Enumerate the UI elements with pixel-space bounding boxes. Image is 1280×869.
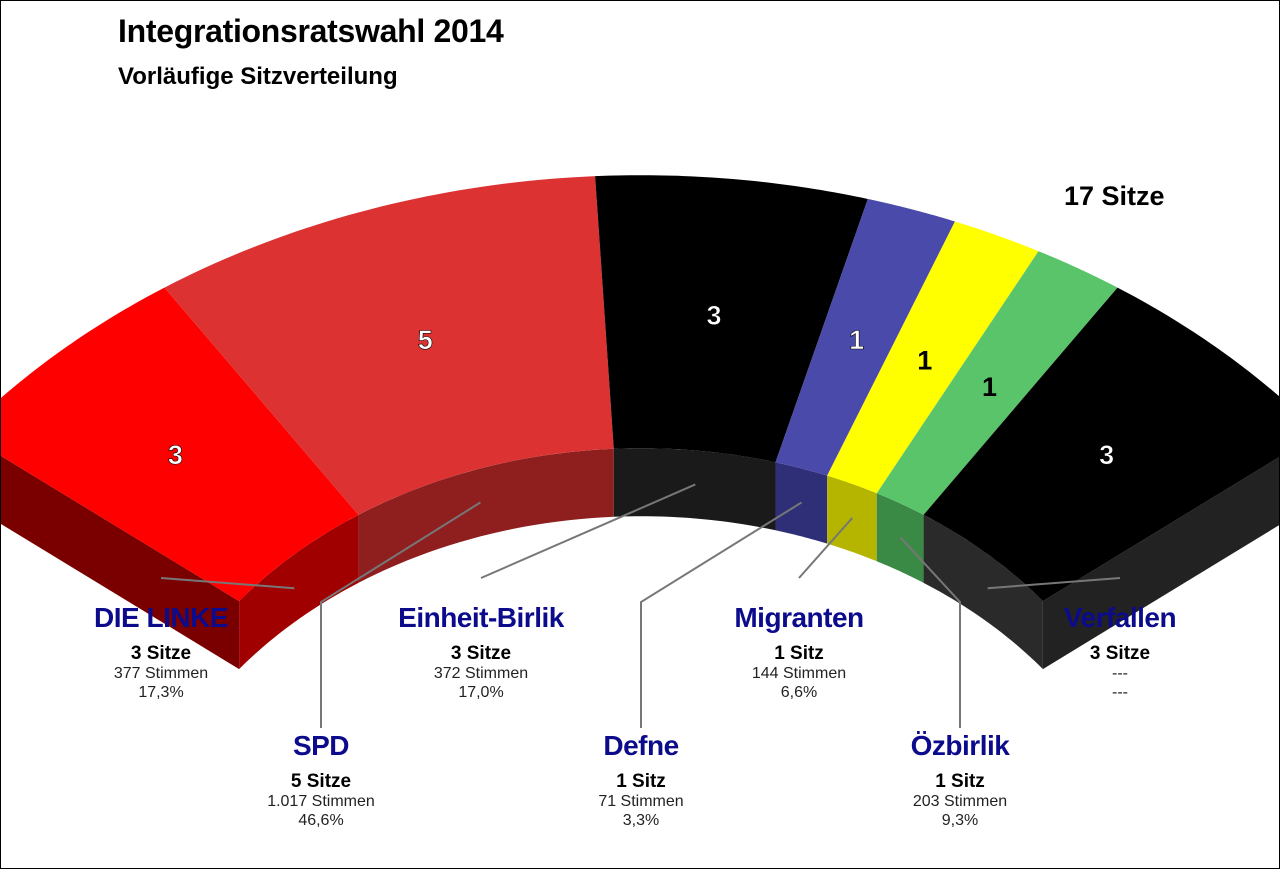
legend-label-einheit-birlik: Einheit-Birlik 3 Sitze 372 Stimmen 17,0%	[361, 604, 601, 701]
slice-die-linke	[1, 287, 359, 602]
slice-side-verfallen	[923, 514, 1043, 670]
party-name: Verfallen	[1063, 602, 1177, 633]
legend-label-verfallen: Verfallen 3 Sitze --- ---	[1000, 604, 1240, 701]
party-votes: ---	[1112, 665, 1128, 682]
party-name: Migranten	[734, 602, 864, 633]
arc-end-face-right	[1042, 457, 1279, 670]
legend-label-die-linke: DIE LINKE 3 Sitze 377 Stimmen 17,3%	[41, 604, 281, 701]
party-percent: 6,6%	[780, 684, 818, 701]
party-percent: 17,0%	[458, 684, 504, 701]
chart-subtitle: Vorläufige Sitzverteilung	[118, 63, 398, 90]
party-name: Defne	[603, 730, 679, 761]
party-name: Özbirlik	[910, 730, 1010, 761]
leader-line-migranten	[798, 517, 854, 579]
party-seats: 3 Sitze	[130, 643, 192, 664]
party-votes: 71 Stimmen	[598, 793, 684, 810]
party-percent: 9,3%	[941, 812, 979, 829]
seat-count-label: 1	[982, 372, 997, 402]
legend-label-defne: Defne 1 Sitz 71 Stimmen 3,3%	[521, 732, 761, 829]
party-seats: 3 Sitze	[450, 643, 512, 664]
slice-einheit-birlik	[595, 175, 868, 463]
leader-line-die-linke	[160, 577, 295, 590]
slice-verfallen	[923, 287, 1279, 602]
slice-migranten	[827, 221, 1039, 494]
legend-label-spd: SPD 5 Sitze 1.017 Stimmen 46,6%	[201, 732, 441, 829]
leader-line-einheit-birlik	[480, 483, 696, 579]
party-seats: 3 Sitze	[1089, 643, 1151, 664]
legend-label-migranten: Migranten 1 Sitz 144 Stimmen 6,6%	[679, 604, 919, 701]
legend-label-ozbirlik: Özbirlik 1 Sitz 203 Stimmen 9,3%	[840, 732, 1080, 829]
party-percent: 17,3%	[138, 684, 184, 701]
slice-side-einheit-birlik	[613, 448, 776, 531]
slice-side-spd	[358, 448, 614, 583]
leader-line-verfallen	[987, 577, 1121, 590]
party-percent: 3,3%	[622, 812, 660, 829]
leader-line--zbirlik	[899, 536, 961, 728]
seat-count-label: 1	[917, 346, 932, 376]
party-votes: 372 Stimmen	[433, 665, 529, 682]
party-name: Einheit-Birlik	[398, 602, 564, 633]
party-name: DIE LINKE	[94, 602, 228, 633]
party-seats: 5 Sitze	[290, 771, 352, 792]
chart-title: Integrationsratswahl 2014	[118, 13, 504, 49]
party-seats: 1 Sitz	[616, 771, 666, 792]
party-votes: 203 Stimmen	[912, 793, 1008, 810]
party-percent: ---	[1112, 684, 1128, 701]
leader-line-spd	[320, 501, 481, 728]
party-votes: 377 Stimmen	[113, 665, 209, 682]
party-name: SPD	[292, 730, 350, 761]
leader-line-defne	[640, 501, 803, 728]
slice-spd	[164, 176, 614, 515]
slice--zbirlik	[876, 251, 1118, 515]
arc-end-face-left	[1, 455, 240, 670]
party-seats: 1 Sitz	[935, 771, 985, 792]
party-votes: 1.017 Stimmen	[267, 793, 375, 810]
party-percent: 46,6%	[298, 812, 344, 829]
slice-defne	[775, 198, 955, 476]
seat-count-label: 3	[706, 301, 721, 331]
seat-count-label: 5	[418, 325, 433, 355]
seat-count-label: 3	[1099, 440, 1114, 470]
party-votes: 144 Stimmen	[751, 665, 847, 682]
total-seats-label: 17 Sitze	[1064, 181, 1165, 211]
seat-count-label: 1	[849, 325, 864, 355]
party-seats: 1 Sitz	[774, 643, 824, 664]
seat-count-label: 3	[168, 440, 183, 470]
slice-side-die-linke	[239, 514, 359, 670]
